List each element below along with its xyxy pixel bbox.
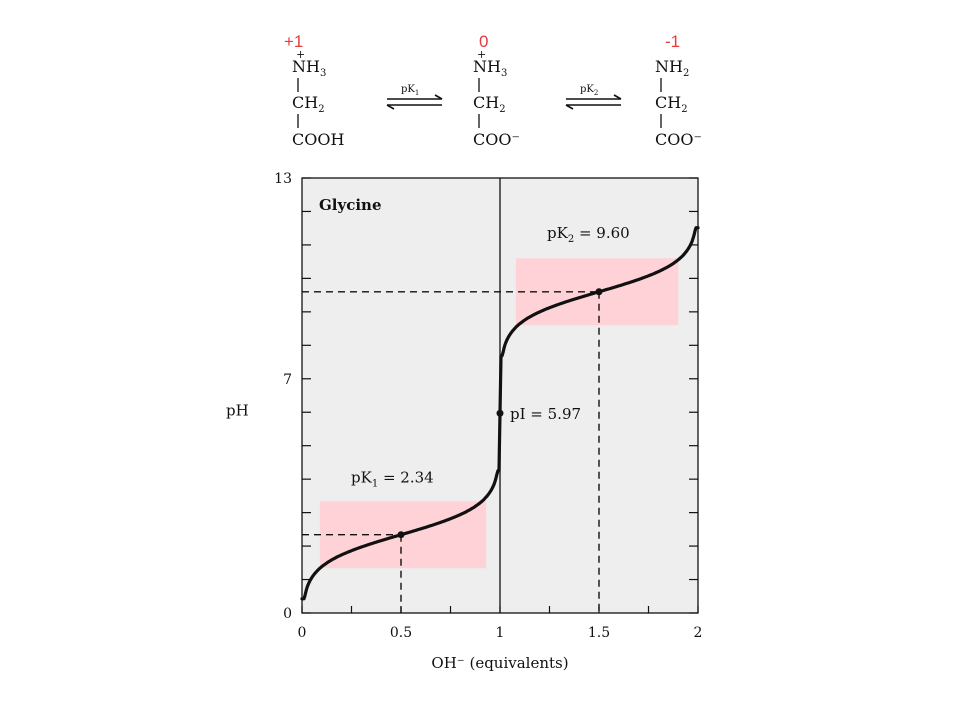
methylene-group: CH2 [292,93,325,115]
x-tick-label: 0 [298,625,307,641]
y-axis-title: pH [226,402,249,420]
structure-cation: +1 + NH3 CH2 COOH [284,32,344,149]
curve-marker [595,288,603,296]
amino-group: NH2 [655,57,689,79]
methylene-group: CH2 [655,93,688,115]
reverse-arrowhead [565,104,574,110]
charge-label: -1 [665,32,680,51]
charge-label: +1 [284,32,303,51]
titration-chart: 0 0.5 1 1.5 2 0 7 13 Glycine pH OH⁻ (equivalent… [226,171,702,672]
amino-group: NH3 [292,57,326,79]
reverse-arrowhead [386,104,395,110]
y-tick-label: 0 [283,606,292,622]
equilibrium-arrow-pk2: pK2 [565,84,622,110]
annotation-label: pK2 = 9.60 [547,224,630,245]
forward-arrowhead [613,94,622,100]
x-tick-label: 1 [496,625,505,641]
plus-sign: + [477,48,486,61]
x-axis-title: OH⁻ (equivalents) [431,654,568,672]
structure-zwitterion: 0 + NH3 CH2 COO⁻ [473,32,520,149]
equilibrium-label: pK2 [580,84,598,97]
carboxylate-group: COO⁻ [473,130,520,149]
methylene-group: CH2 [473,93,506,115]
x-tick-label: 0.5 [390,625,412,641]
forward-arrowhead [434,94,443,100]
equilibrium-label: pK1 [401,84,419,97]
plot-frame [301,177,699,614]
x-tick-label: 2 [694,625,703,641]
y-tick-label: 13 [274,171,292,187]
annotation-label: pK1 = 2.34 [351,469,434,490]
x-tick-label: 1.5 [588,625,610,641]
plus-sign: + [296,48,305,61]
curve-marker [397,531,405,539]
carboxyl-group: COOH [292,130,344,149]
equilibrium-arrow-pk1: pK1 [386,84,443,110]
curve-marker [496,409,504,417]
charge-label: 0 [479,32,488,51]
amino-group: NH3 [473,57,507,79]
carboxylate-group: COO⁻ [655,130,702,149]
structure-anion: -1 NH2 CH2 COO⁻ [655,32,702,149]
annotation-label: pI = 5.97 [510,405,581,423]
y-tick-label: 7 [283,372,292,388]
chart-title: Glycine [319,196,382,214]
